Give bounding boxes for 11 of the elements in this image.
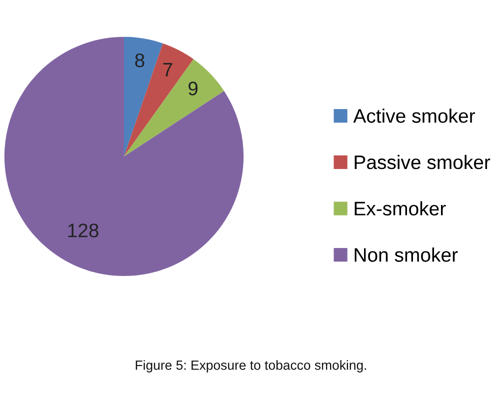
legend-label: Active smoker xyxy=(353,108,475,123)
data-label: 128 xyxy=(68,224,98,238)
legend-label: Passive smoker xyxy=(354,154,490,170)
caption: Figure 5: Exposure to tobacco smoking. xyxy=(136,360,366,372)
pie-slice xyxy=(4,36,244,276)
legend-label: Non smoker xyxy=(354,248,458,262)
legend-label: Ex-smoker xyxy=(354,201,446,216)
data-label: 8 xyxy=(135,54,144,68)
pie-slice xyxy=(124,36,163,156)
data-label: 7 xyxy=(163,63,172,76)
data-label: 9 xyxy=(188,82,198,96)
